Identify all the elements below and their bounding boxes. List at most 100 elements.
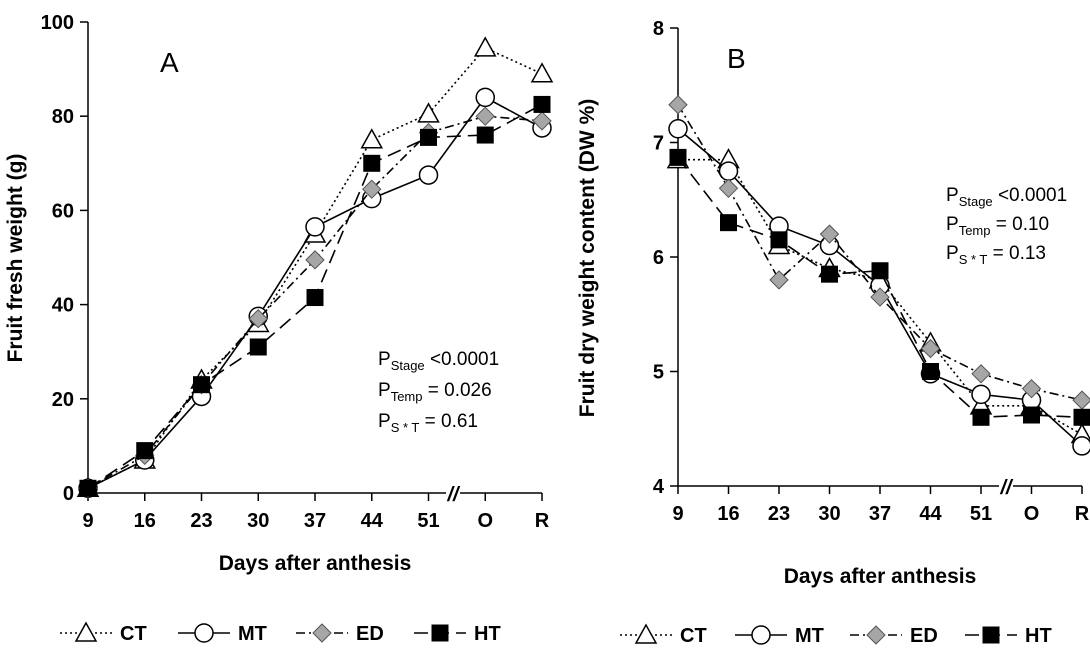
x-tick-label: 30 <box>818 503 840 525</box>
legend-mt-circle-marker <box>194 623 214 643</box>
series-ed-diamond-marker <box>769 270 789 290</box>
stat-p: P <box>946 243 959 264</box>
stat-p: P <box>378 411 391 432</box>
y-axis-title: Fruit dry weight content (DW %) <box>576 99 599 417</box>
stat-value: <0.0001 <box>993 185 1068 206</box>
series-ht-square-marker <box>922 363 939 380</box>
stat-subscript: Stage <box>959 194 993 209</box>
series-ed-line <box>677 104 1083 401</box>
stat-line: PS * T = 0.13 <box>946 243 1046 267</box>
series-ht-square-marker <box>821 265 838 283</box>
stat-p: P <box>378 349 391 370</box>
x-tick-label: 51 <box>970 503 992 525</box>
y-tick-label: 60 <box>52 200 74 222</box>
series-ht-square-marker <box>476 126 494 144</box>
x-tick-label: 51 <box>417 510 439 532</box>
series-ht-square-marker <box>420 128 437 146</box>
series-ed-diamond-marker <box>718 178 739 199</box>
legend-ht-label: HT <box>1025 625 1052 647</box>
stat-subscript: S * T <box>959 252 988 267</box>
stat-value: = 0.13 <box>987 243 1046 264</box>
series-ht-square-marker <box>363 154 381 172</box>
x-tick-label: 16 <box>717 503 739 525</box>
series-ht-square-marker <box>770 231 788 249</box>
x-tick-label: 37 <box>304 510 326 532</box>
y-tick-label: 4 <box>653 476 665 498</box>
legend: CT MT ED HT <box>620 623 1052 647</box>
series-ht-square-marker <box>136 442 154 460</box>
series-ed-diamond-marker <box>870 287 890 307</box>
series-ht-square-marker <box>972 408 990 426</box>
series-mt-circle-marker <box>475 87 495 108</box>
x-tick-label: 16 <box>134 510 156 532</box>
panel-letter: B <box>727 43 746 74</box>
stat-value: = 0.10 <box>990 214 1049 235</box>
series-ed-diamond-marker <box>1072 390 1090 410</box>
stat-line: PStage <0.0001 <box>946 185 1067 209</box>
x-tick-label: 23 <box>768 503 790 525</box>
legend-ct-label: CT <box>680 625 707 647</box>
y-axis-title: Fruit fresh weight (g) <box>4 154 27 363</box>
series-mt-circle-marker <box>305 217 325 237</box>
x-axis-title: Days after anthesis <box>219 552 412 575</box>
y-tick-label: 7 <box>653 133 664 155</box>
legend-mt-label: MT <box>795 625 824 647</box>
series-ht-line <box>677 156 1083 419</box>
legend-mt-circle-marker <box>751 625 771 645</box>
series-ht-square-marker <box>306 289 324 307</box>
legend-ht-square-marker <box>982 626 1000 644</box>
series-ht-square-marker <box>871 262 889 280</box>
x-tick-label: R <box>535 510 550 532</box>
x-tick-label: O <box>477 510 493 532</box>
legend-ht-square-marker <box>431 624 449 642</box>
chart-panel-b: 4 5 6 7 8 9 16 23 30 37 44 51 O R // Days after anthesi… <box>576 18 1090 647</box>
stat-line: PS * T = 0.61 <box>378 411 478 435</box>
legend-ct-label: CT <box>120 623 147 645</box>
series-ht-group <box>79 95 551 497</box>
legend-ht-label: HT <box>474 623 501 645</box>
stat-subscript: S * T <box>391 420 420 435</box>
series-ed-diamond-marker <box>920 338 941 359</box>
series-ct-triangle-marker <box>530 62 554 83</box>
stat-line: PStage <0.0001 <box>378 349 499 373</box>
legend-ct-triangle-marker <box>634 623 658 644</box>
stat-line: PTemp = 0.10 <box>946 214 1049 238</box>
series-mt-circle-marker <box>418 165 439 185</box>
stat-subscript: Temp <box>391 389 423 404</box>
legend-ct-triangle-marker <box>74 621 98 642</box>
stat-subscript: Temp <box>959 223 991 238</box>
x-tick-label: 9 <box>82 510 93 532</box>
series-ct-triangle-marker <box>360 128 384 149</box>
stat-line: PTemp = 0.026 <box>378 380 492 404</box>
stat-subscript: Stage <box>391 358 425 373</box>
legend-ed-diamond-marker <box>866 625 886 645</box>
x-axis-title: Days after anthesis <box>784 565 977 588</box>
y-tick-label: 100 <box>41 12 74 34</box>
series-ed-group <box>668 95 1090 410</box>
stat-p: P <box>946 214 959 235</box>
x-tick-label: 37 <box>869 503 891 525</box>
x-tick-label: 44 <box>919 503 942 525</box>
series-ed-diamond-marker <box>248 309 268 329</box>
series-mt-circle-marker <box>1072 436 1090 456</box>
legend-mt-label: MT <box>238 623 267 645</box>
axis-break-gap <box>999 476 1013 496</box>
axis-break-gap <box>446 483 460 503</box>
series-ed-diamond-marker <box>668 95 688 115</box>
legend-ed-diamond-marker <box>312 623 332 643</box>
series-ed-diamond-marker <box>819 224 840 244</box>
stat-value: = 0.61 <box>419 411 478 432</box>
stat-p: P <box>378 380 391 401</box>
y-tick-label: 5 <box>653 362 664 384</box>
series-ht-square-marker <box>249 338 267 356</box>
x-tick-label: 23 <box>190 510 212 532</box>
y-tick-label: 6 <box>653 247 664 269</box>
legend: CT MT ED HT <box>60 621 501 645</box>
series-ed-diamond-marker <box>1021 378 1042 399</box>
series-ct-line <box>87 46 543 490</box>
series-mt-circle-marker <box>718 161 739 181</box>
series-ht-square-marker <box>79 479 97 497</box>
axis-break-mark: // <box>999 477 1014 499</box>
legend-ed-label: ED <box>910 625 938 647</box>
